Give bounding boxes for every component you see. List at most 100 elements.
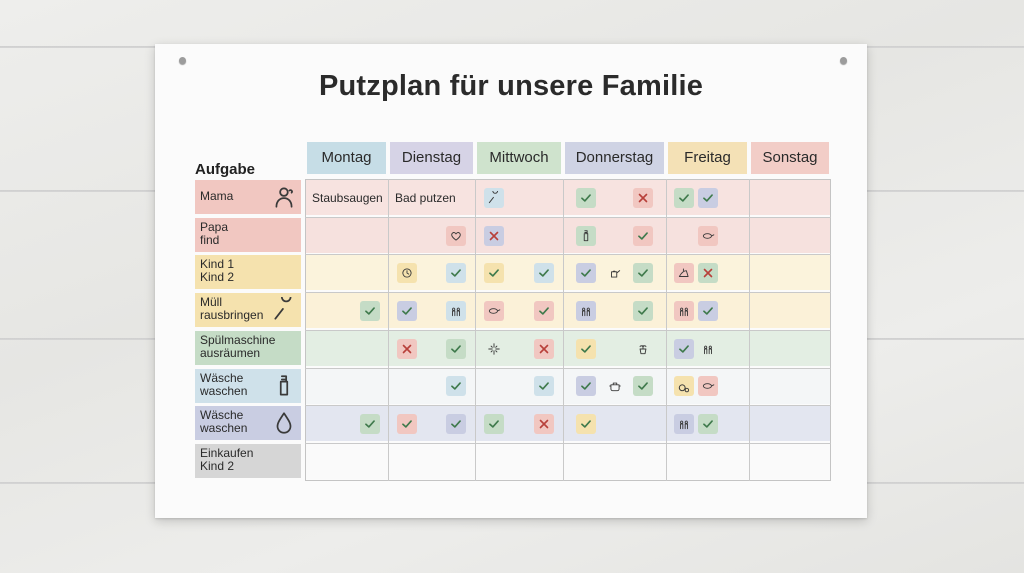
people-icon — [674, 300, 695, 321]
task-label-line2: ausräumen — [200, 345, 261, 360]
grid-row-divider — [305, 292, 831, 294]
row-background — [305, 293, 831, 329]
check-icon — [633, 300, 654, 321]
watering-icon — [605, 263, 625, 283]
check-icon — [397, 300, 418, 321]
grid-row-divider — [305, 216, 831, 218]
grid-row-divider — [305, 254, 831, 256]
row-background — [305, 368, 831, 404]
cross-icon — [397, 338, 418, 359]
task-label-line2: Kind 2 — [200, 270, 235, 285]
check-icon — [674, 187, 695, 208]
grid-row-divider — [305, 367, 831, 369]
check-icon — [575, 414, 596, 435]
task-column-header: Aufgabe — [195, 161, 255, 178]
task-label-line2: Kind 2 — [200, 458, 235, 473]
check-icon — [445, 414, 466, 435]
task-label: Spülmaschine ausräumen — [195, 330, 301, 365]
task-label: Wäsche waschen — [195, 368, 301, 403]
check-icon — [674, 338, 695, 359]
people-icon — [698, 339, 718, 359]
task-label: Kind 1 Kind 2 — [195, 255, 301, 290]
task-label-line1: Müll — [200, 295, 223, 310]
check-icon — [697, 300, 718, 321]
check-icon — [633, 225, 654, 246]
pan-icon — [484, 300, 505, 321]
person-icon — [271, 184, 297, 210]
check-icon — [445, 338, 466, 359]
cross-icon — [533, 338, 554, 359]
row-background — [305, 406, 831, 442]
pan-icon — [697, 225, 718, 246]
task-label-line2: find — [200, 232, 220, 247]
check-icon — [359, 414, 380, 435]
plant-icon — [633, 339, 653, 359]
check-icon — [575, 338, 596, 359]
check-icon — [697, 414, 718, 435]
row-background — [305, 180, 831, 215]
day-header-montag: Montag — [307, 142, 386, 174]
day-header-dienstag: Dienstag — [390, 142, 473, 174]
task-label-line1: Wäsche — [200, 408, 244, 423]
grid-row-divider — [305, 442, 831, 444]
cross-icon — [633, 187, 654, 208]
pin-icon — [179, 57, 186, 64]
row-background — [305, 443, 831, 479]
check-icon — [633, 376, 654, 397]
day-header-donnerstag: Donnerstag — [565, 142, 664, 174]
check-icon — [533, 300, 554, 321]
task-label: Mama — [195, 180, 301, 214]
task-label: Wäsche waschen — [195, 406, 301, 441]
task-label-line1: Einkaufen — [200, 445, 254, 460]
bottle-icon — [271, 373, 297, 399]
row-background — [305, 255, 831, 291]
check-icon — [359, 300, 380, 321]
task-label-line1: Spülmaschine — [200, 332, 276, 347]
sparkle-icon — [484, 339, 504, 359]
task-label-line1: Papa — [200, 219, 229, 234]
pot-icon — [605, 376, 625, 396]
cell-task-text: Bad putzen — [395, 191, 456, 205]
people-icon — [674, 414, 695, 435]
task-label-line1: Kind 1 — [200, 257, 235, 272]
task-label-line1: Mama — [200, 189, 234, 203]
check-icon — [575, 187, 596, 208]
bubble-icon — [674, 376, 695, 397]
brush-icon — [271, 291, 297, 323]
check-icon — [484, 414, 505, 435]
task-label-line2: waschen — [200, 383, 248, 398]
cross-icon — [484, 225, 505, 246]
cell-task-text: Staubsaugen — [312, 191, 383, 205]
task-label: Papa find — [195, 217, 301, 252]
check-icon — [533, 376, 554, 397]
drop-icon — [271, 410, 297, 436]
poster-title: Putzplan für unsere Familie — [318, 70, 704, 102]
cleaning-plan-poster: Putzplan für unsere Familie Aufgabe Mont… — [155, 44, 867, 518]
day-header-mittwoch: Mittwoch — [477, 142, 561, 174]
pin-icon — [840, 57, 847, 64]
check-icon — [484, 263, 505, 284]
people-icon — [575, 300, 596, 321]
check-icon — [533, 263, 554, 284]
task-label: Müll rausbringen — [195, 291, 301, 328]
row-background — [305, 330, 831, 366]
check-icon — [697, 187, 718, 208]
check-icon — [633, 263, 654, 284]
check-icon — [575, 263, 596, 284]
iron-icon — [674, 263, 695, 284]
row-background — [305, 217, 831, 253]
people-icon — [445, 300, 466, 321]
day-header-freitag: Freitag — [668, 142, 747, 174]
pan-icon — [697, 376, 718, 397]
task-label-line2: rausbringen — [200, 308, 264, 323]
heart-icon — [445, 225, 466, 246]
bottle-icon — [575, 225, 596, 246]
clock-icon — [397, 263, 418, 284]
grid-row-divider — [305, 405, 831, 407]
cross-icon — [697, 263, 718, 284]
check-icon — [445, 376, 466, 397]
check-icon — [575, 376, 596, 397]
task-label-line1: Wäsche — [200, 370, 244, 385]
check-icon — [397, 414, 418, 435]
grid-row-divider — [305, 329, 831, 331]
